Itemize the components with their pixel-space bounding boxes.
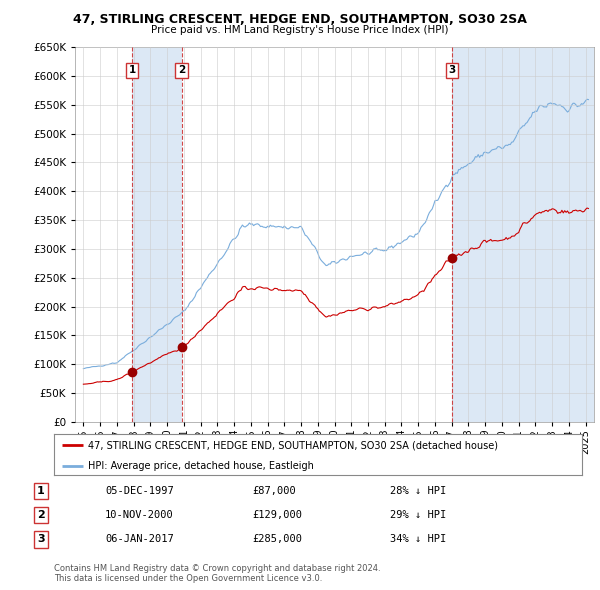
Text: 34% ↓ HPI: 34% ↓ HPI xyxy=(390,535,446,544)
Text: 47, STIRLING CRESCENT, HEDGE END, SOUTHAMPTON, SO30 2SA: 47, STIRLING CRESCENT, HEDGE END, SOUTHA… xyxy=(73,13,527,26)
Text: 1: 1 xyxy=(128,65,136,76)
Bar xyxy=(452,47,594,422)
Text: 47, STIRLING CRESCENT, HEDGE END, SOUTHAMPTON, SO30 2SA (detached house): 47, STIRLING CRESCENT, HEDGE END, SOUTHA… xyxy=(88,440,499,450)
Text: £87,000: £87,000 xyxy=(252,486,296,496)
Text: 05-DEC-1997: 05-DEC-1997 xyxy=(105,486,174,496)
Text: 3: 3 xyxy=(448,65,455,76)
Text: HPI: Average price, detached house, Eastleigh: HPI: Average price, detached house, East… xyxy=(88,461,314,471)
Text: 10-NOV-2000: 10-NOV-2000 xyxy=(105,510,174,520)
Text: 29% ↓ HPI: 29% ↓ HPI xyxy=(390,510,446,520)
Text: 28% ↓ HPI: 28% ↓ HPI xyxy=(390,486,446,496)
Text: Price paid vs. HM Land Registry's House Price Index (HPI): Price paid vs. HM Land Registry's House … xyxy=(151,25,449,35)
Text: 2: 2 xyxy=(178,65,185,76)
Text: 2: 2 xyxy=(37,510,44,520)
Text: £129,000: £129,000 xyxy=(252,510,302,520)
Text: £285,000: £285,000 xyxy=(252,535,302,544)
Text: 06-JAN-2017: 06-JAN-2017 xyxy=(105,535,174,544)
Text: 3: 3 xyxy=(37,535,44,544)
Text: Contains HM Land Registry data © Crown copyright and database right 2024.
This d: Contains HM Land Registry data © Crown c… xyxy=(54,563,380,583)
Bar xyxy=(132,47,182,422)
Text: 1: 1 xyxy=(37,486,44,496)
